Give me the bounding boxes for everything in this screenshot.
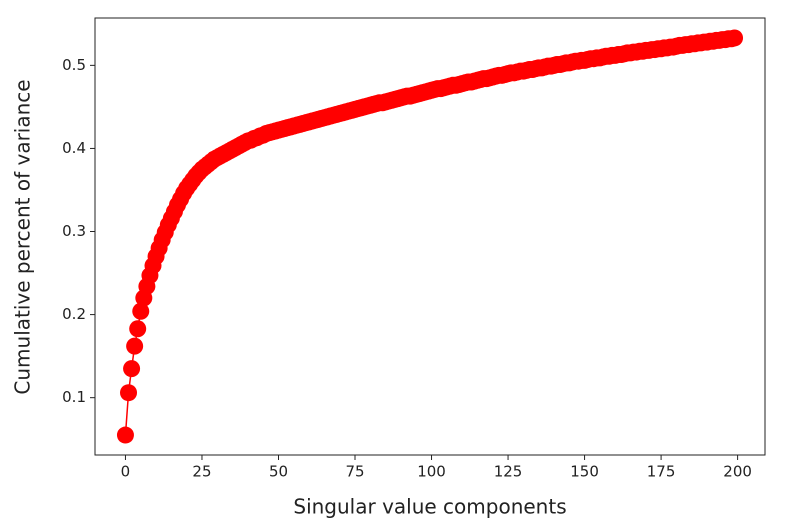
x-tick-label: 175 bbox=[647, 463, 676, 481]
y-tick-label: 0.2 bbox=[62, 305, 86, 323]
x-tick-label: 100 bbox=[417, 463, 446, 481]
x-axis-label: Singular value components bbox=[293, 495, 566, 519]
x-tick-label: 0 bbox=[121, 463, 131, 481]
x-tick-label: 25 bbox=[192, 463, 211, 481]
x-tick-label: 125 bbox=[494, 463, 523, 481]
data-point bbox=[726, 29, 744, 47]
y-axis-label: Cumulative percent of variance bbox=[11, 79, 35, 394]
plot-frame bbox=[94, 17, 766, 456]
x-tick-label: 200 bbox=[723, 463, 752, 481]
y-tick-label: 0.1 bbox=[62, 388, 86, 406]
data-point bbox=[126, 337, 144, 355]
y-tick-label: 0.4 bbox=[62, 139, 86, 157]
data-point bbox=[120, 384, 138, 402]
y-tick-label: 0.3 bbox=[62, 222, 86, 240]
x-tick-label: 50 bbox=[269, 463, 288, 481]
data-point bbox=[116, 426, 134, 444]
x-tick-label: 75 bbox=[345, 463, 364, 481]
data-point bbox=[123, 360, 141, 378]
data-point bbox=[129, 320, 147, 338]
x-tick-label: 150 bbox=[570, 463, 599, 481]
data-point bbox=[132, 302, 150, 320]
y-tick-label: 0.5 bbox=[62, 56, 86, 74]
